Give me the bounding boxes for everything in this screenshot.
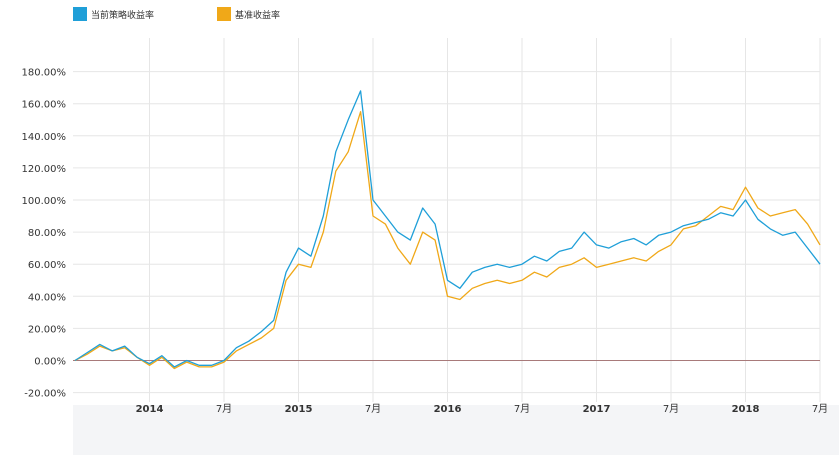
series-lines [74,90,821,370]
horizontal-gridlines [73,71,820,394]
x-tick-label: 7月 [663,403,679,415]
legend-swatch-benchmark [217,7,231,21]
vertical-gridlines [149,38,821,402]
x-tick-label: 2018 [732,404,760,415]
series-line-strategy[interactable] [74,90,821,368]
y-tick-label: 120.00% [22,164,67,175]
y-tick-label: 0.00% [34,357,66,368]
x-tick-label: 7月 [514,403,530,415]
x-axis-labels: 2014 7月 2015 7月 2016 7月 2017 7月 2018 7月 [136,403,829,415]
x-tick-label: 2017 [583,404,611,415]
y-tick-label: -20.00% [24,389,66,400]
x-tick-label: 2015 [285,404,313,415]
y-tick-label: 180.00% [22,68,67,79]
y-tick-label: 40.00% [28,292,66,303]
y-tick-label: 140.00% [22,132,67,143]
x-tick-label: 7月 [216,403,232,415]
x-tick-label: 2014 [136,404,164,415]
x-tick-label: 7月 [365,403,381,415]
y-tick-label: 160.00% [22,100,67,111]
y-tick-label: 80.00% [28,228,66,239]
y-tick-label: 100.00% [22,196,67,207]
y-axis-labels: -20.00% 0.00% 20.00% 40.00% 60.00% 80.00% 100.… [22,68,67,400]
x-tick-label: 7月 [812,403,828,415]
y-tick-label: 60.00% [28,260,66,271]
legend-swatch-strategy [73,7,87,21]
footer-band [73,405,839,455]
y-tick-label: 20.00% [28,324,66,335]
series-line-benchmark[interactable] [74,111,821,370]
legend-label-benchmark: 基准收益率 [235,11,281,21]
legend-label-strategy: 当前策略收益率 [91,11,155,21]
x-tick-label: 2016 [434,404,462,415]
